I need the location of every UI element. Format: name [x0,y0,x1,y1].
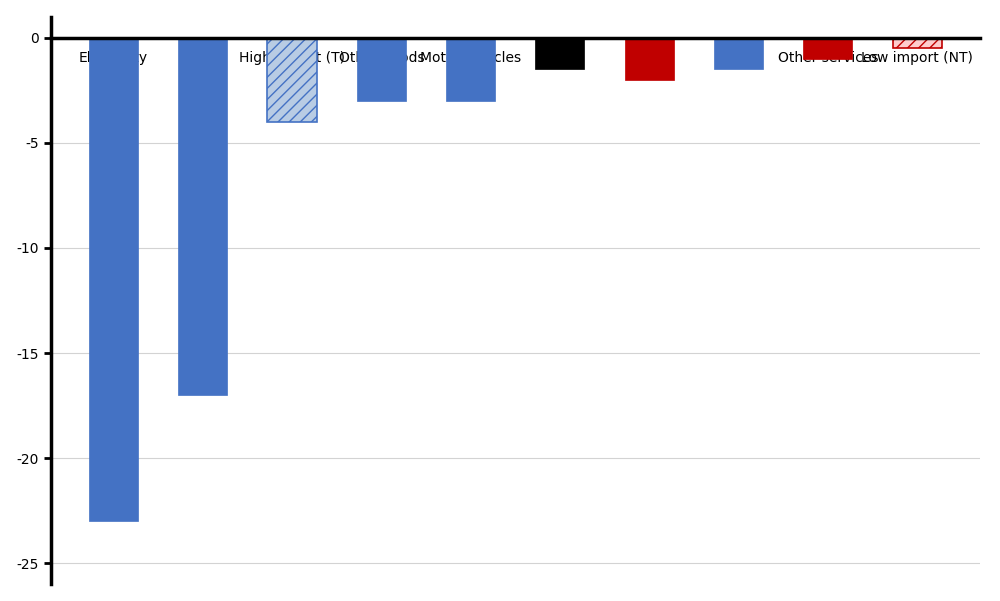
Bar [535,38,584,69]
Bar [357,38,406,101]
Bar [714,38,763,69]
Bar [446,38,495,101]
Bar [178,38,227,395]
Bar [267,38,317,122]
Bar [89,38,138,521]
Bar [625,38,674,80]
Bar [803,38,852,59]
Bar [893,38,942,48]
